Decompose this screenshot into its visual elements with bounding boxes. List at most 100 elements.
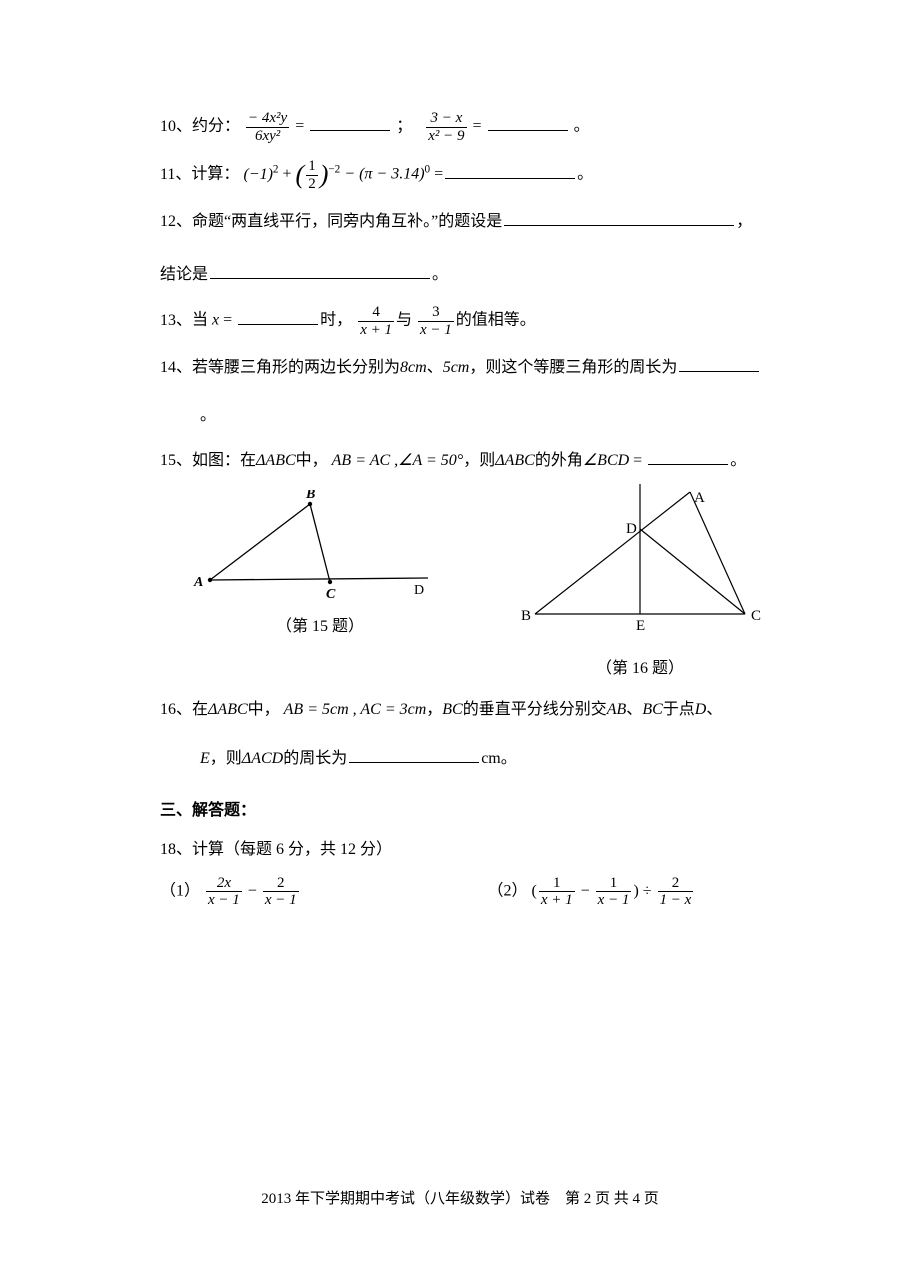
q11-paren-sup: −2	[328, 163, 340, 175]
q13-eq: =	[223, 312, 236, 329]
q16-l2-text2: 的周长为	[283, 750, 347, 767]
q18-p2-label: （2）	[488, 883, 528, 900]
q11-zero-sup: 0	[425, 163, 431, 175]
q10-label: 约分：	[192, 118, 240, 135]
q16-ab: AB	[607, 701, 627, 718]
q13-f2d: x − 1	[418, 321, 454, 339]
figures-row: ABCD （第 15 题） ABCDE （第 16 题）	[160, 490, 765, 684]
q10-frac2-den: x² − 9	[426, 127, 466, 145]
q18-p1-f2d: x − 1	[263, 891, 299, 909]
question-16: 16、在ΔABC中， AB = 5cm , AC = 3cm，BC的垂直平分线分…	[160, 694, 765, 774]
q16-d: D	[695, 701, 707, 718]
q12-text1: 命题“两直线平行，同旁内角互补。”的题设是	[192, 213, 502, 230]
q18-p2-f3: 2 1 − x	[658, 875, 694, 909]
svg-text:D: D	[414, 583, 424, 598]
q11-lparen: (	[296, 162, 305, 188]
q16-text3: ，	[426, 701, 442, 718]
q16-text1: 在	[192, 701, 208, 718]
question-18: 18、计算（每题 6 分，共 12 分） （1） 2x x − 1 − 2 x …	[160, 834, 765, 909]
q16-tri2: ΔACD	[242, 750, 283, 767]
q15-eq1: AB = AC ,	[328, 452, 399, 469]
q18-p2-close: ) ÷	[633, 883, 655, 900]
q10-number: 10、	[160, 111, 192, 142]
q11-pf-num: 1	[306, 158, 318, 175]
q18-p1-label: （1）	[160, 883, 200, 900]
q16-text4: 的垂直平分线分别交	[463, 701, 607, 718]
q15-blank[interactable]	[648, 449, 728, 464]
q11-label: 计算：	[191, 166, 239, 183]
q15-period: 。	[730, 452, 746, 469]
page: 10、约分： − 4x²y 6xy² = ； 3 − x x² − 9 = 。 …	[0, 0, 920, 1274]
q10-blank2[interactable]	[488, 115, 568, 130]
q18-p2-f3n: 2	[658, 875, 694, 892]
q12-line2: 结论是。	[160, 259, 765, 290]
q18-p1-f2n: 2	[263, 875, 299, 892]
q14-period: 。	[200, 407, 216, 424]
q11-blank[interactable]	[445, 163, 575, 178]
svg-text:E: E	[636, 618, 645, 634]
question-10: 10、约分： − 4x²y 6xy² = ； 3 − x x² − 9 = 。	[160, 110, 765, 144]
q13-f1n: 4	[358, 304, 394, 321]
q18-p2-f1n: 1	[539, 875, 575, 892]
q15-text4: 的外角	[535, 452, 583, 469]
q10-frac1-num: − 4x²y	[246, 110, 289, 127]
q10-blank1[interactable]	[310, 115, 390, 130]
q13-text2: 时，	[320, 312, 352, 329]
q10-semicolon: ；	[396, 118, 412, 135]
q11-a-base: (−1)	[243, 166, 272, 183]
q18-p2-minus: −	[577, 883, 594, 900]
q10-frac1: − 4x²y 6xy²	[246, 110, 289, 144]
q13-text3: 的值相等。	[456, 312, 536, 329]
q10-frac1-den: 6xy²	[246, 127, 289, 145]
q13-and: 与	[396, 312, 412, 329]
figure-15: ABCD （第 15 题）	[190, 490, 450, 684]
q16-bc: BC	[442, 701, 462, 718]
q13-blank[interactable]	[238, 310, 318, 325]
q16-e: E	[200, 750, 210, 767]
question-13: 13、当 x = 时， 4 x + 1 与 3 x − 1 的值相等。	[160, 304, 765, 338]
q18-p2-f1: 1 x + 1	[539, 875, 575, 909]
q18-p1-f1d: x − 1	[206, 891, 242, 909]
q18-part2: （2） ( 1 x + 1 − 1 x − 1 ) ÷ 2 1 − x	[438, 875, 766, 909]
q18-p2-f3d: 1 − x	[658, 891, 694, 909]
q18-p1-f1n: 2x	[206, 875, 242, 892]
q14-text2: ，则这个等腰三角形的周长为	[469, 359, 677, 376]
q18-parts: （1） 2x x − 1 − 2 x − 1 （2） ( 1 x + 1 − 1…	[160, 875, 765, 909]
q11-expr-a: (−1)2	[243, 166, 278, 183]
q13-frac1: 4 x + 1	[358, 304, 394, 338]
q10-period: 。	[574, 118, 590, 135]
q13-frac2: 3 x − 1	[418, 304, 454, 338]
q16-dot: 、	[626, 701, 642, 718]
q13-f2n: 3	[418, 304, 454, 321]
q18-p2-open: (	[528, 883, 537, 900]
q18-p2-f2n: 1	[596, 875, 632, 892]
q16-dot2: 、	[706, 701, 722, 718]
svg-text:C: C	[326, 587, 336, 602]
q13-f1d: x + 1	[358, 321, 394, 339]
q16-blank[interactable]	[349, 748, 479, 763]
q15-eq2: =	[629, 452, 646, 469]
fig16-svg: ABCDE	[515, 484, 765, 639]
q15-text3: ，则	[463, 452, 495, 469]
q12-blank1[interactable]	[504, 211, 734, 226]
q11-period: 。	[577, 166, 593, 183]
q10-frac2-num: 3 − x	[426, 110, 466, 127]
q11-paren-frac: 1 2	[306, 158, 318, 192]
q13-x: x	[208, 312, 223, 329]
q14-text: 若等腰三角形的两边长分别为	[192, 359, 400, 376]
question-11: 11、计算： (−1)2 + ( 1 2 )−2 − (π − 3.14)0 =…	[160, 158, 765, 192]
q18-p1-minus: −	[244, 883, 261, 900]
svg-text:B: B	[305, 490, 315, 502]
q18-p1-f2: 2 x − 1	[263, 875, 299, 909]
q18-number: 18、	[160, 834, 192, 865]
q11-number: 11、	[160, 159, 191, 190]
q16-tri: ΔABC	[208, 701, 248, 718]
svg-text:C: C	[751, 608, 761, 624]
q15-ang2: ∠BCD	[583, 452, 629, 469]
q14-blank[interactable]	[679, 357, 759, 372]
q12-blank2[interactable]	[210, 264, 430, 279]
q13-number: 13、	[160, 305, 192, 336]
q13-text1: 当	[192, 312, 208, 329]
q15-text1: 如图：在	[192, 452, 256, 469]
fig16-caption: （第 16 题）	[515, 653, 765, 684]
